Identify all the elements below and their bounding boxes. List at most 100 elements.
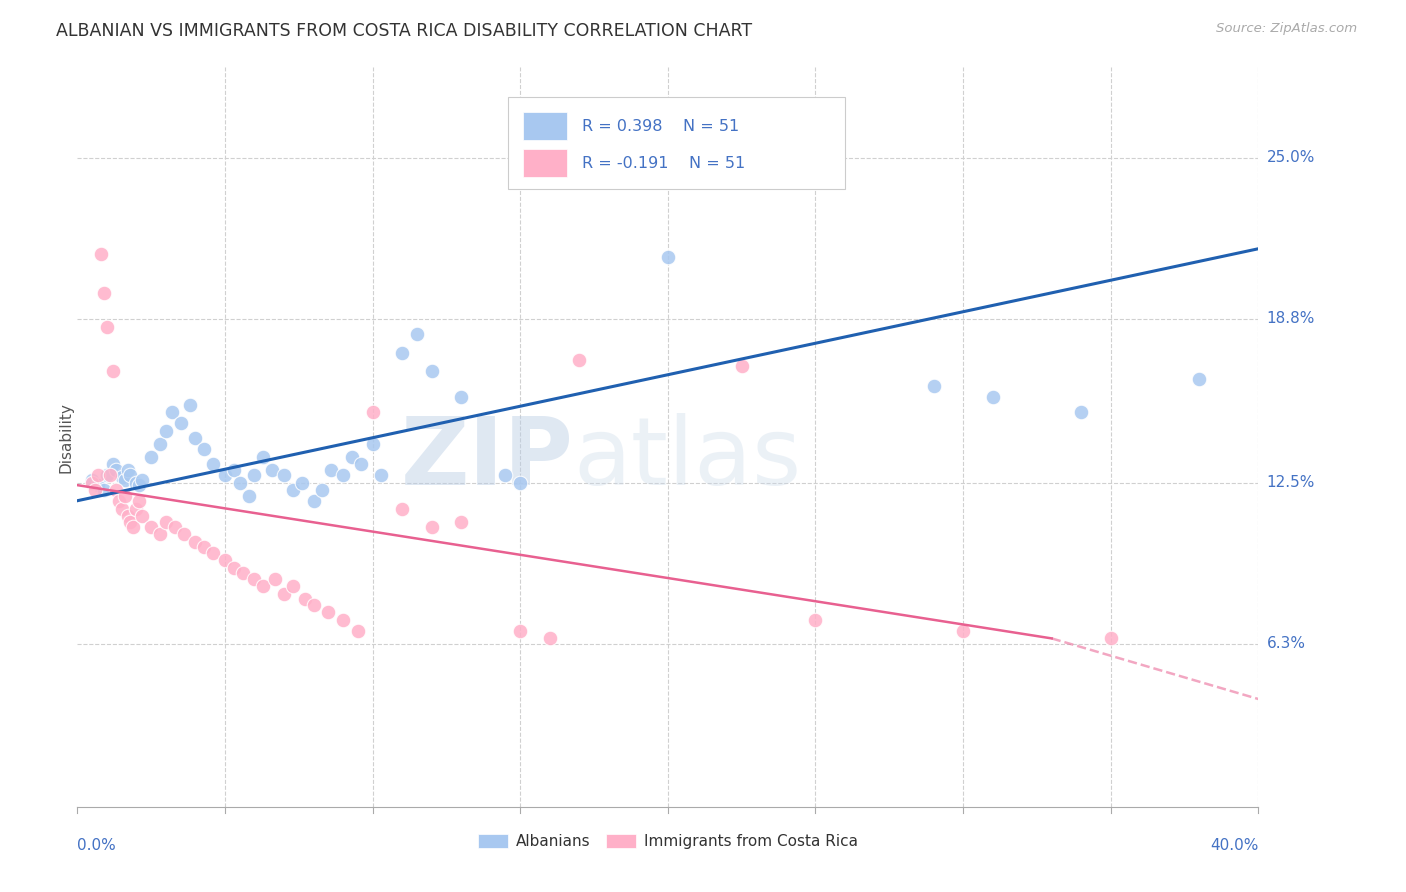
Text: Source: ZipAtlas.com: Source: ZipAtlas.com bbox=[1216, 22, 1357, 36]
Point bbox=[155, 515, 177, 529]
Point bbox=[82, 473, 104, 487]
Point bbox=[568, 353, 591, 368]
Point bbox=[731, 359, 754, 373]
Point bbox=[1099, 632, 1122, 646]
Point bbox=[332, 613, 354, 627]
Point bbox=[101, 364, 124, 378]
Point bbox=[193, 442, 215, 456]
Point bbox=[291, 475, 314, 490]
Point bbox=[361, 436, 384, 450]
Point bbox=[657, 250, 679, 264]
Point bbox=[321, 462, 343, 476]
Point bbox=[214, 467, 236, 482]
Point bbox=[128, 478, 150, 492]
Point bbox=[117, 462, 139, 476]
Point bbox=[420, 364, 443, 378]
Text: 12.5%: 12.5% bbox=[1267, 475, 1315, 490]
Point bbox=[228, 475, 252, 490]
Legend: Albanians, Immigrants from Costa Rica: Albanians, Immigrants from Costa Rica bbox=[471, 828, 865, 855]
Point bbox=[125, 475, 148, 490]
Text: R = -0.191    N = 51: R = -0.191 N = 51 bbox=[582, 155, 745, 170]
Point bbox=[117, 509, 139, 524]
Point bbox=[111, 470, 132, 484]
Point bbox=[114, 489, 136, 503]
Point bbox=[311, 483, 333, 498]
Text: 6.3%: 6.3% bbox=[1267, 636, 1306, 651]
Point bbox=[346, 624, 368, 638]
Point bbox=[173, 527, 195, 541]
Text: 18.8%: 18.8% bbox=[1267, 311, 1315, 326]
Point bbox=[281, 483, 304, 498]
Point bbox=[131, 473, 153, 487]
Point bbox=[952, 624, 974, 638]
Point bbox=[273, 587, 295, 601]
FancyBboxPatch shape bbox=[509, 96, 845, 189]
Point bbox=[804, 613, 827, 627]
Point bbox=[93, 285, 115, 300]
Point bbox=[107, 493, 129, 508]
Point bbox=[222, 561, 245, 575]
Point bbox=[281, 579, 304, 593]
Point bbox=[406, 327, 429, 342]
Point bbox=[350, 458, 373, 472]
Point bbox=[370, 467, 392, 482]
Point bbox=[391, 345, 413, 359]
Point bbox=[141, 450, 163, 464]
Point bbox=[82, 475, 104, 490]
Point bbox=[104, 462, 127, 476]
Point bbox=[120, 515, 142, 529]
Point bbox=[243, 572, 266, 586]
Point bbox=[104, 483, 127, 498]
Point bbox=[96, 467, 118, 482]
Point bbox=[214, 553, 236, 567]
Point bbox=[149, 436, 172, 450]
Point bbox=[232, 566, 254, 581]
Point bbox=[202, 458, 225, 472]
Point bbox=[302, 598, 325, 612]
Point bbox=[238, 489, 260, 503]
Point bbox=[163, 519, 186, 533]
Point bbox=[84, 483, 107, 498]
Point bbox=[141, 519, 163, 533]
Point bbox=[509, 624, 531, 638]
FancyBboxPatch shape bbox=[523, 112, 568, 140]
Point bbox=[302, 493, 325, 508]
Point bbox=[122, 519, 145, 533]
Text: 40.0%: 40.0% bbox=[1211, 838, 1258, 853]
Point bbox=[184, 535, 207, 549]
Text: ZIP: ZIP bbox=[401, 413, 574, 505]
Point bbox=[125, 501, 148, 516]
Point bbox=[509, 475, 531, 490]
Point bbox=[170, 416, 193, 430]
Point bbox=[222, 462, 245, 476]
Point bbox=[131, 509, 153, 524]
Point bbox=[450, 390, 472, 404]
Point bbox=[361, 405, 384, 419]
Text: 0.0%: 0.0% bbox=[77, 838, 117, 853]
Point bbox=[1188, 371, 1211, 385]
Point bbox=[252, 450, 274, 464]
Point bbox=[101, 458, 124, 472]
Point bbox=[450, 515, 472, 529]
Point bbox=[332, 467, 354, 482]
Point bbox=[193, 541, 215, 555]
Point bbox=[273, 467, 295, 482]
Point bbox=[128, 493, 150, 508]
Point bbox=[114, 473, 136, 487]
Point bbox=[120, 467, 142, 482]
Text: 25.0%: 25.0% bbox=[1267, 151, 1315, 165]
Point bbox=[90, 247, 112, 261]
Point bbox=[538, 632, 561, 646]
Point bbox=[98, 467, 121, 482]
Point bbox=[96, 319, 118, 334]
Point bbox=[184, 431, 207, 445]
Point bbox=[111, 501, 132, 516]
Point bbox=[391, 501, 413, 516]
Point bbox=[1070, 405, 1092, 419]
Point bbox=[87, 478, 110, 492]
Point bbox=[149, 527, 172, 541]
Point bbox=[155, 424, 177, 438]
Point bbox=[243, 467, 266, 482]
Point bbox=[93, 483, 115, 498]
Y-axis label: Disability: Disability bbox=[59, 401, 73, 473]
